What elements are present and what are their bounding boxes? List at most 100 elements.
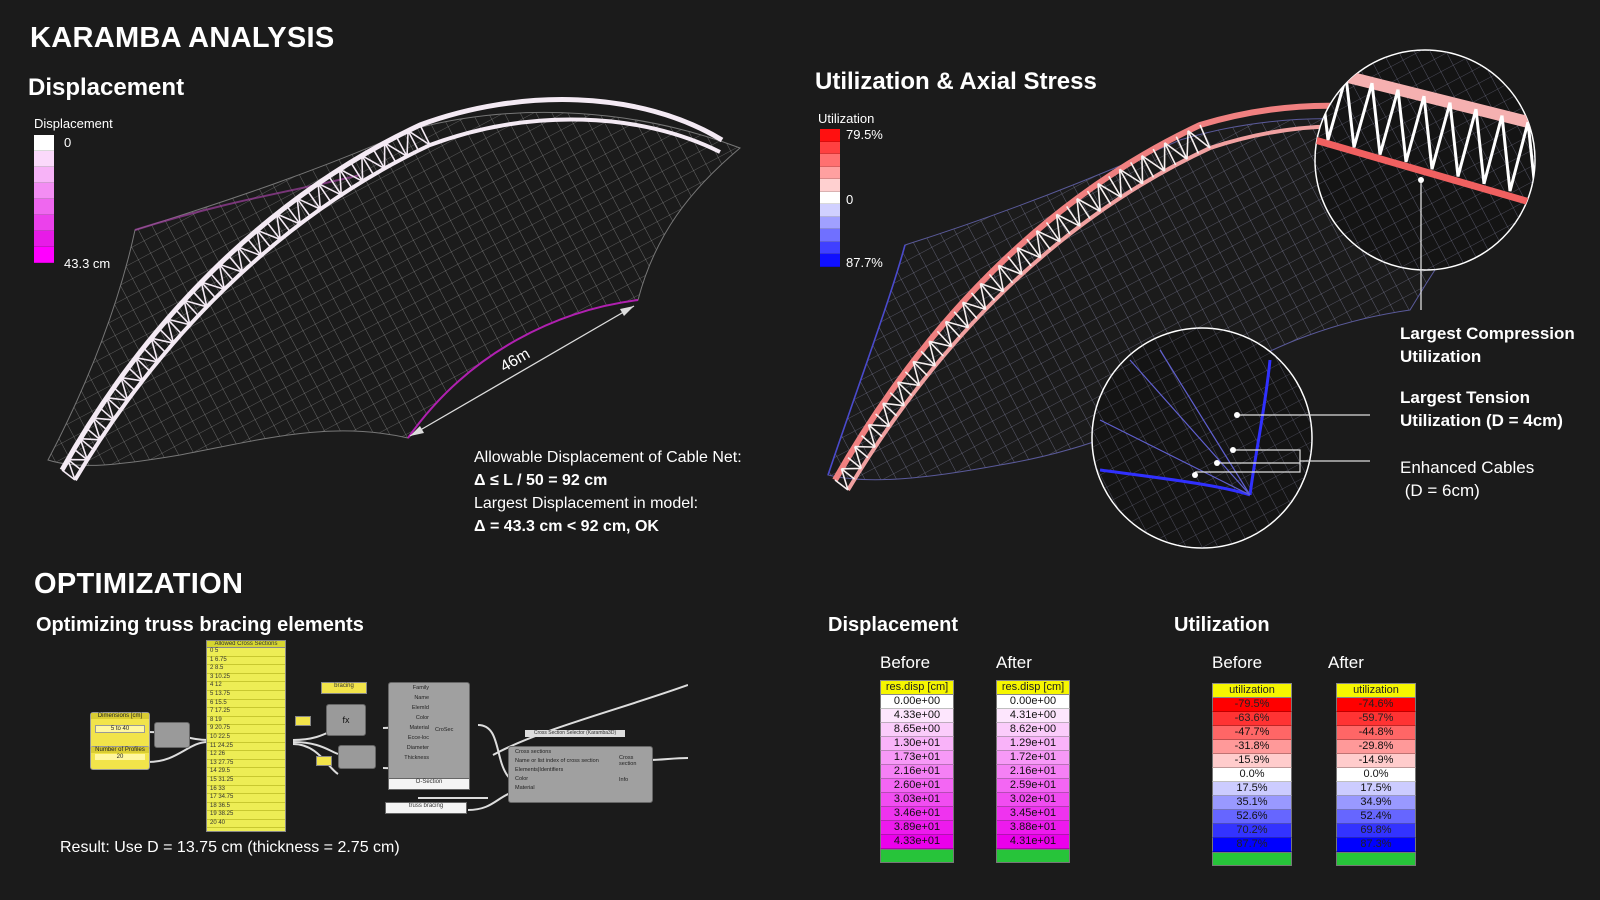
table-footer xyxy=(1336,852,1416,866)
osection-dropdown[interactable]: O-Section xyxy=(388,778,470,790)
utilization-legend-bottom: 87.7% xyxy=(846,255,883,270)
utilization-legend-title: Utilization xyxy=(818,111,875,126)
table-cell: 8.62e+00 xyxy=(996,723,1070,737)
utilization-legend-top: 79.5% xyxy=(846,127,883,142)
legend-swatch xyxy=(820,191,840,204)
table-cell: 34.9% xyxy=(1336,796,1416,810)
table-cell: 52.4% xyxy=(1336,810,1416,824)
displacement-legend-bottom: 43.3 cm xyxy=(64,256,111,271)
enhanced-cables-annotation: Enhanced Cables (D = 6cm) xyxy=(1400,458,1535,500)
component-input: Color xyxy=(415,715,429,721)
component-input: Ecce-loc xyxy=(407,735,429,741)
table-cell: 1.29e+01 xyxy=(996,737,1070,751)
utilization-model xyxy=(827,49,1536,549)
optimization-heading: OPTIMIZATION xyxy=(34,568,244,600)
component-input: Thickness xyxy=(404,755,429,761)
table-cell: 8.65e+00 xyxy=(880,723,954,737)
table-cell: 17.5% xyxy=(1336,782,1416,796)
table-header: utilization xyxy=(1336,683,1416,698)
table-header: res.disp [cm] xyxy=(996,680,1070,695)
selector-input: Elements|Identifiers xyxy=(515,767,564,773)
table-cell: -29.8% xyxy=(1336,740,1416,754)
legend-swatch xyxy=(34,151,54,167)
util-before-label: Before xyxy=(1212,653,1263,672)
component-input: Material xyxy=(409,725,429,731)
small-panel-b[interactable] xyxy=(316,756,332,766)
panel-row: 0 5 xyxy=(207,648,285,657)
zoom-top-circle xyxy=(1314,49,1536,310)
table-cell: 3.88e+01 xyxy=(996,821,1070,835)
panel-row: 5 13.75 xyxy=(207,691,285,700)
truss-bracing-panel[interactable]: truss bracing xyxy=(385,802,467,814)
table-cell: 2.60e+01 xyxy=(880,779,954,793)
disp-after-label: After xyxy=(996,653,1032,672)
panel-row: 7 17.25 xyxy=(207,708,285,717)
division-component[interactable] xyxy=(338,745,376,769)
table-cell: 52.6% xyxy=(1212,810,1292,824)
legend-swatch xyxy=(34,183,54,199)
optimization-subtitle: Optimizing truss bracing elements xyxy=(36,614,364,636)
panel-row: 14 29.5 xyxy=(207,768,285,777)
series-component[interactable] xyxy=(154,722,190,748)
panel-row: 15 31.25 xyxy=(207,777,285,786)
table-cell: 2.16e+01 xyxy=(996,765,1070,779)
panel-row: 6 15.5 xyxy=(207,700,285,709)
table-cell: 4.31e+01 xyxy=(996,835,1070,849)
table-cell: -79.5% xyxy=(1212,698,1292,712)
displacement-heading: Displacement xyxy=(28,74,185,101)
table-cell: 0.00e+00 xyxy=(996,695,1070,709)
component-input: Name xyxy=(414,695,429,701)
cross-section-selector[interactable]: Cross sections Name or list index of cros… xyxy=(508,746,653,803)
table-cell: 17.5% xyxy=(1212,782,1292,796)
selector-input: Material xyxy=(515,785,535,791)
legend-swatch xyxy=(34,167,54,183)
tension-annotation: Largest Tension Utilization (D = 4cm) xyxy=(1400,388,1563,430)
panel-row: 19 38.25 xyxy=(207,811,285,820)
allowable-displacement-formula: Δ ≤ L / 50 = 92 cm xyxy=(474,472,608,489)
table-cell: 2.59e+01 xyxy=(996,779,1070,793)
disp-before-label: Before xyxy=(880,653,931,672)
table-cell: -14.9% xyxy=(1336,754,1416,768)
legend-swatch xyxy=(820,229,840,242)
selector-input: Name or list index of cross section xyxy=(515,758,599,764)
util-after-table: utilization -74.6% -59.7% -44.8% -29.8% -14.9… xyxy=(1336,683,1416,866)
legend-swatch xyxy=(820,216,840,229)
cross-section-component[interactable]: Family Name ElemId Color Material Ecce-loc Dia… xyxy=(388,682,470,788)
selector-output: Cross section xyxy=(619,755,637,767)
compression-annotation: Largest Compression Utilization xyxy=(1400,324,1575,366)
table-cell: 3.03e+01 xyxy=(880,793,954,807)
panel-row: 16 33 xyxy=(207,786,285,795)
util-after-label: After xyxy=(1328,653,1364,672)
panel-row: 4 12 xyxy=(207,682,285,691)
expression-component[interactable]: fx xyxy=(326,704,366,736)
table-footer xyxy=(880,849,954,863)
profiles-slider[interactable]: Number of Profiles 20 xyxy=(90,746,150,770)
displacement-legend-top: 0 xyxy=(64,135,72,150)
disp-after-table: res.disp [cm] 0.00e+00 4.31e+00 8.62e+00 1.2… xyxy=(996,680,1070,863)
cable-net-left xyxy=(47,111,741,466)
component-input: Family xyxy=(412,685,429,691)
dimensions-slider[interactable]: Dimensions [cm] 5 to 40 xyxy=(90,712,150,750)
legend-swatch xyxy=(34,247,54,263)
table-cell: 35.1% xyxy=(1212,796,1292,810)
panel-row: 18 36.5 xyxy=(207,803,285,812)
legend-swatch xyxy=(820,241,840,254)
selector-output: Info xyxy=(619,777,629,783)
component-input: Diameter xyxy=(406,745,429,751)
table-cell: 1.73e+01 xyxy=(880,751,954,765)
small-panel-a[interactable] xyxy=(295,716,311,726)
bracing-panel[interactable]: bracing xyxy=(321,682,367,694)
legend-swatch xyxy=(820,154,840,167)
displacement-legend-title: Displacement xyxy=(34,116,113,131)
table-cell: -63.6% xyxy=(1212,712,1292,726)
util-before-table: utilization -79.5% -63.6% -47.7% -31.8% -15.9… xyxy=(1212,683,1292,866)
panel-row: 12 26 xyxy=(207,751,285,760)
table-cell: 1.30e+01 xyxy=(880,737,954,751)
panel-row: 13 27.75 xyxy=(207,760,285,769)
disp-before-table: res.disp [cm] 0.00e+00 4.33e+00 8.65e+00 1.3… xyxy=(880,680,954,863)
legend-swatch xyxy=(820,179,840,192)
table-cell: -59.7% xyxy=(1336,712,1416,726)
largest-displacement-text: Largest Displacement in model: xyxy=(474,495,699,512)
table-cell: -31.8% xyxy=(1212,740,1292,754)
